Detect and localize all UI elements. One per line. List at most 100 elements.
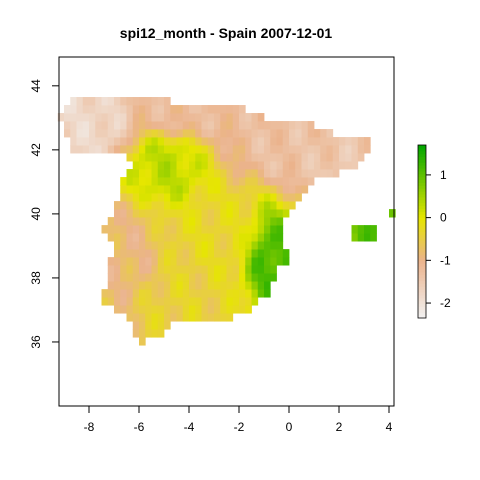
raster-cell	[239, 217, 246, 226]
raster-cell	[145, 257, 152, 266]
raster-cell	[201, 201, 209, 210]
raster-cell	[114, 297, 121, 306]
raster-cell	[214, 129, 221, 138]
raster-cell	[245, 297, 252, 306]
raster-cell	[145, 249, 152, 258]
raster-cell	[101, 121, 109, 130]
raster-cell	[232, 225, 240, 234]
raster-cell	[145, 121, 152, 130]
raster-cell	[182, 145, 190, 154]
raster-cell	[101, 297, 109, 306]
raster-cell	[189, 145, 196, 154]
legend-color-step	[418, 156, 426, 160]
raster-cell	[170, 145, 177, 154]
raster-cell	[132, 265, 140, 274]
raster-cell	[264, 177, 271, 186]
raster-cell	[201, 209, 209, 218]
raster-cell	[232, 217, 240, 226]
raster-cell	[107, 297, 115, 306]
raster-cell	[207, 281, 215, 290]
raster-cell	[201, 281, 209, 290]
raster-cell	[139, 265, 146, 274]
legend-color-step	[418, 162, 426, 166]
raster-cell	[239, 225, 246, 234]
raster-cell	[76, 113, 84, 122]
raster-cell	[276, 185, 284, 194]
raster-cell	[139, 249, 146, 258]
raster-cell	[120, 257, 127, 266]
raster-cell	[251, 153, 259, 162]
legend-color-step	[418, 280, 426, 284]
raster-cell	[282, 185, 290, 194]
raster-cell	[164, 273, 171, 282]
raster-cell	[145, 321, 152, 330]
raster-cell	[257, 113, 265, 122]
raster-cell	[176, 121, 184, 130]
raster-cell	[232, 145, 240, 154]
raster-cell	[182, 217, 190, 226]
raster-cell	[226, 225, 234, 234]
raster-cell	[226, 129, 234, 138]
raster-cell	[89, 105, 96, 114]
raster-cell	[139, 225, 146, 234]
raster-cell	[295, 129, 302, 138]
legend-color-step	[418, 231, 426, 235]
legend-color-step	[418, 202, 426, 207]
raster-cell	[170, 185, 177, 194]
raster-cell	[195, 105, 202, 114]
raster-cell	[82, 137, 90, 146]
raster-cell	[182, 209, 190, 218]
raster-cell	[139, 193, 146, 202]
raster-cell	[295, 193, 302, 202]
raster-cell	[207, 105, 215, 114]
raster-cell	[164, 121, 171, 130]
raster-cell	[195, 241, 202, 250]
raster-cell	[257, 281, 265, 290]
raster-cell	[301, 121, 309, 130]
raster-cell	[201, 193, 209, 202]
raster-cell	[232, 153, 240, 162]
raster-cell	[232, 305, 240, 314]
raster-cell	[157, 217, 165, 226]
raster-cell	[239, 265, 246, 274]
raster-cell	[320, 129, 327, 138]
raster-cell	[232, 297, 240, 306]
raster-cell	[132, 209, 140, 218]
raster-cell	[157, 225, 165, 234]
raster-cell	[114, 305, 121, 314]
raster-cell	[270, 177, 277, 186]
raster-cell	[176, 281, 184, 290]
raster-cell	[170, 113, 177, 122]
raster-cell	[314, 137, 321, 146]
raster-cell	[132, 161, 140, 170]
raster-cell	[195, 209, 202, 218]
raster-cell	[239, 305, 246, 314]
raster-cell	[114, 137, 121, 146]
raster-cell	[276, 233, 284, 242]
raster-cell	[170, 153, 177, 162]
raster-cell	[314, 129, 321, 138]
raster-cell	[176, 153, 184, 162]
raster-cell	[189, 305, 196, 314]
raster-cell	[182, 233, 190, 242]
raster-cell	[126, 137, 134, 146]
raster-cell	[207, 233, 215, 242]
raster-cell	[332, 137, 340, 146]
raster-cell	[176, 145, 184, 154]
raster-cell	[220, 193, 227, 202]
legend-color-step	[418, 289, 426, 293]
legend-color-step	[418, 260, 426, 264]
raster-cell	[251, 217, 259, 226]
raster-cell	[120, 249, 127, 258]
raster-cell	[214, 217, 221, 226]
raster-cell	[182, 273, 190, 282]
raster-cell	[282, 201, 290, 210]
raster-cell	[151, 121, 159, 130]
raster-cell	[120, 241, 127, 250]
raster-cell	[257, 185, 265, 194]
raster-cell	[351, 161, 359, 170]
raster-cell	[289, 169, 296, 178]
legend-color-step	[418, 150, 426, 155]
raster-cell	[101, 129, 109, 138]
raster-cell	[89, 137, 96, 146]
